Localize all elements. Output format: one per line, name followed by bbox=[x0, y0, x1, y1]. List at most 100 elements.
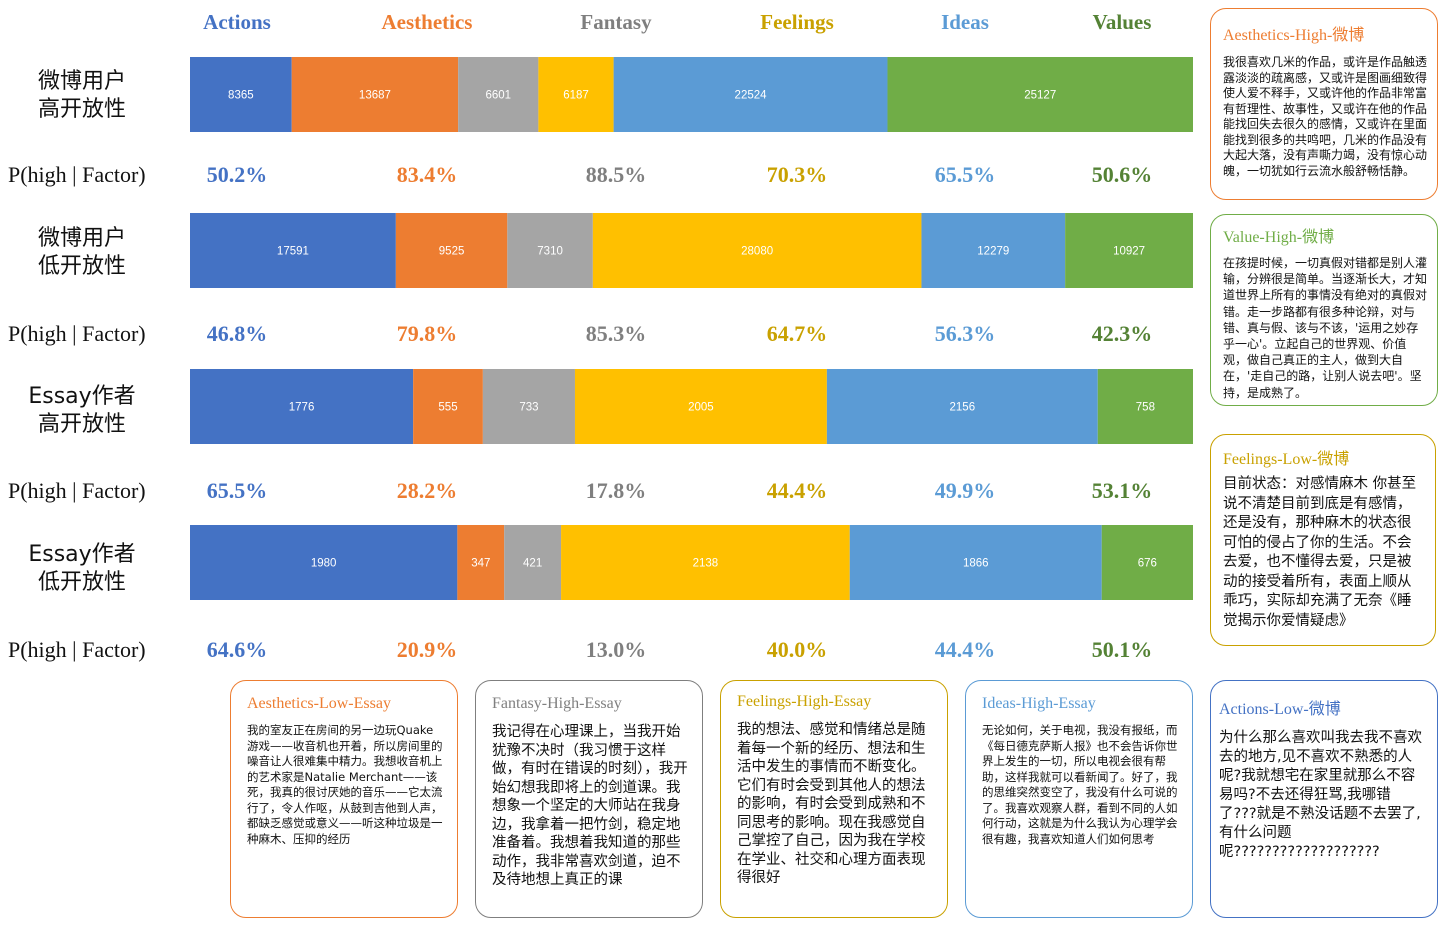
bar-value-label: 12279 bbox=[977, 246, 1009, 258]
example-box-actions-low-weibo: Actions-Low-微博 为什么那么喜欢叫我去我不喜欢去的地方,见不喜欢不熟… bbox=[1210, 680, 1438, 918]
bar-value-label: 17591 bbox=[277, 246, 309, 258]
example-box-text: 无论如何，关于电视，我没有报纸，而《每日德克萨斯人报》也不会告诉你世界上发生的一… bbox=[982, 723, 1178, 846]
bar-value-label: 2138 bbox=[693, 558, 719, 570]
example-box-text: 我的想法、感觉和情绪总是随着每一个新的经历、想法和生活中发生的事情而不断变化。它… bbox=[737, 722, 926, 886]
example-box-text: 我记得在心理课上，当我开始犹豫不决时（我习惯于这样做，有时在错误的时刻），我开始… bbox=[492, 724, 688, 888]
example-box-title: Aesthetics-Low-Essay bbox=[247, 695, 391, 712]
p-high-value-actions: 50.2% bbox=[206, 162, 268, 187]
example-box-title: Actions-Low-微博 bbox=[1219, 701, 1341, 718]
bar-segment-values bbox=[1065, 213, 1193, 288]
bar-value-label: 6601 bbox=[485, 90, 511, 102]
example-box-title: Value-High-微博 bbox=[1223, 229, 1335, 246]
example-box-feelings-low-weibo: Feelings-Low-微博 目前状态：对感情麻木 你甚至说不清楚目前到底是有… bbox=[1210, 434, 1436, 646]
column-header-aesthetics: Aesthetics bbox=[381, 10, 473, 34]
bar-segment-actions bbox=[190, 525, 458, 600]
p-high-value-values: 42.3% bbox=[1091, 321, 1153, 346]
p-high-value-ideas: 49.9% bbox=[934, 478, 996, 503]
bar-value-label: 1980 bbox=[311, 558, 337, 570]
bar-value-label: 9525 bbox=[439, 246, 465, 258]
row-label-weibo-low: 微博用户 低开放性 bbox=[14, 225, 150, 281]
bar-value-label: 13687 bbox=[359, 90, 391, 102]
bar-segment-feelings bbox=[561, 525, 850, 600]
p-high-value-feelings: 44.4% bbox=[766, 478, 828, 503]
p-label: P(high | Factor) bbox=[8, 478, 146, 503]
bar-segment-fantasy bbox=[504, 525, 562, 600]
column-header-values: Values bbox=[1092, 10, 1152, 34]
bar-segment-actions bbox=[190, 369, 414, 444]
row-label-weibo-high: 微博用户 高开放性 bbox=[14, 68, 150, 124]
bar-segment-fantasy bbox=[507, 213, 593, 288]
bar-value-label: 733 bbox=[519, 402, 538, 414]
example-box-feelings-high-essay: Feelings-High-Essay 我的想法、感觉和情绪总是随着每一个新的经… bbox=[720, 680, 948, 918]
example-box-aesthetics-low-essay: Aesthetics-Low-Essay 我的室友正在房间的另一边玩Quake游… bbox=[230, 680, 458, 918]
column-header-feelings: Feelings bbox=[760, 10, 834, 34]
p-label: P(high | Factor) bbox=[8, 321, 146, 346]
p-high-value-fantasy: 13.0% bbox=[585, 637, 647, 662]
p-high-value-aesthetics: 79.8% bbox=[396, 321, 458, 346]
p-high-value-fantasy: 85.3% bbox=[585, 321, 647, 346]
bar-segment-fantasy bbox=[458, 57, 539, 132]
p-high-value-values: 50.6% bbox=[1091, 162, 1153, 187]
bar-segment-ideas bbox=[613, 57, 888, 132]
bar-segment-actions bbox=[190, 213, 396, 288]
bar-segment-values bbox=[1097, 369, 1193, 444]
bar-segment-values bbox=[887, 57, 1193, 132]
example-box-ideas-high-essay: Ideas-High-Essay 无论如何，关于电视，我没有报纸，而《每日德克萨… bbox=[965, 680, 1193, 918]
row-label-line: 微博用户 bbox=[37, 226, 126, 251]
row-label-essay-low: Essay作者 低开放性 bbox=[14, 541, 150, 597]
row-label-line: 高开放性 bbox=[37, 412, 126, 437]
bar-value-label: 555 bbox=[438, 402, 457, 414]
p-high-value-aesthetics: 20.9% bbox=[396, 637, 458, 662]
p-high-value-values: 53.1% bbox=[1091, 478, 1153, 503]
example-box-title: Fantasy-High-Essay bbox=[492, 695, 622, 712]
example-box-text: 我的室友正在房间的另一边玩Quake游戏——收音机也开着，所以房间里的噪音让人很… bbox=[247, 723, 443, 846]
bar-value-label: 2156 bbox=[950, 402, 976, 414]
p-high-value-feelings: 70.3% bbox=[766, 162, 828, 187]
bar-value-label: 7310 bbox=[537, 246, 563, 258]
p-high-value-ideas: 44.4% bbox=[934, 637, 996, 662]
bar-segment-aesthetics bbox=[413, 369, 483, 444]
p-high-value-aesthetics: 83.4% bbox=[396, 162, 458, 187]
bar-value-label: 1776 bbox=[289, 402, 315, 414]
p-label: P(high | Factor) bbox=[8, 637, 146, 662]
p-high-value-values: 50.1% bbox=[1091, 637, 1153, 662]
example-box-value-high-weibo: Value-High-微博 在孩提时候，一切真假对错都是别人灌输，分辨很是简单。… bbox=[1210, 214, 1438, 406]
bar-segment-ideas bbox=[849, 525, 1102, 600]
example-box-title: Aesthetics-High-微博 bbox=[1223, 27, 1365, 44]
bar-value-label: 25127 bbox=[1024, 90, 1056, 102]
p-high-value-ideas: 65.5% bbox=[934, 162, 996, 187]
example-box-text: 为什么那么喜欢叫我去我不喜欢去的地方,见不喜欢不熟悉的人呢?我就想宅在家里就那么… bbox=[1219, 730, 1422, 860]
example-box-title: Ideas-High-Essay bbox=[982, 695, 1096, 712]
p-high-value-feelings: 40.0% bbox=[766, 637, 828, 662]
p-high-value-feelings: 64.7% bbox=[766, 321, 828, 346]
example-box-text: 目前状态：对感情麻木 你甚至说不清楚目前到底是有感情，还是没有，那种麻木的状态很… bbox=[1223, 476, 1417, 629]
row-label-line: Essay作者 bbox=[28, 384, 136, 409]
bar-value-label: 28080 bbox=[741, 246, 773, 258]
p-high-value-ideas: 56.3% bbox=[934, 321, 996, 346]
bar-segment-aesthetics bbox=[457, 525, 505, 600]
bar-value-label: 758 bbox=[1136, 402, 1155, 414]
bar-segment-values bbox=[1101, 525, 1193, 600]
row-label-line: 微博用户 bbox=[37, 69, 126, 94]
p-high-value-fantasy: 17.8% bbox=[585, 478, 647, 503]
bar-segment-feelings bbox=[538, 57, 614, 132]
p-label: P(high | Factor) bbox=[8, 162, 146, 187]
row-label-line: 低开放性 bbox=[37, 254, 126, 279]
bar-value-label: 676 bbox=[1138, 558, 1157, 570]
bar-value-label: 1866 bbox=[963, 558, 989, 570]
bar-value-label: 421 bbox=[523, 558, 542, 570]
bar-value-label: 2005 bbox=[688, 402, 714, 414]
bar-segment-aesthetics bbox=[395, 213, 508, 288]
row-label-line: 高开放性 bbox=[37, 97, 126, 122]
bar-value-label: 6187 bbox=[563, 90, 589, 102]
bar-value-label: 22524 bbox=[735, 90, 768, 102]
p-high-value-actions: 64.6% bbox=[206, 637, 268, 662]
bar-segment-aesthetics bbox=[291, 57, 459, 132]
example-box-text: 在孩提时候，一切真假对错都是别人灌输，分辨很是简单。当逐渐长大，才知道世界上所有… bbox=[1223, 256, 1428, 400]
bar-segment-ideas bbox=[921, 213, 1066, 288]
example-box-title: Feelings-Low-微博 bbox=[1223, 451, 1350, 468]
p-high-value-fantasy: 88.5% bbox=[585, 162, 647, 187]
bar-segment-fantasy bbox=[482, 369, 575, 444]
example-box-title: Feelings-High-Essay bbox=[737, 693, 872, 710]
